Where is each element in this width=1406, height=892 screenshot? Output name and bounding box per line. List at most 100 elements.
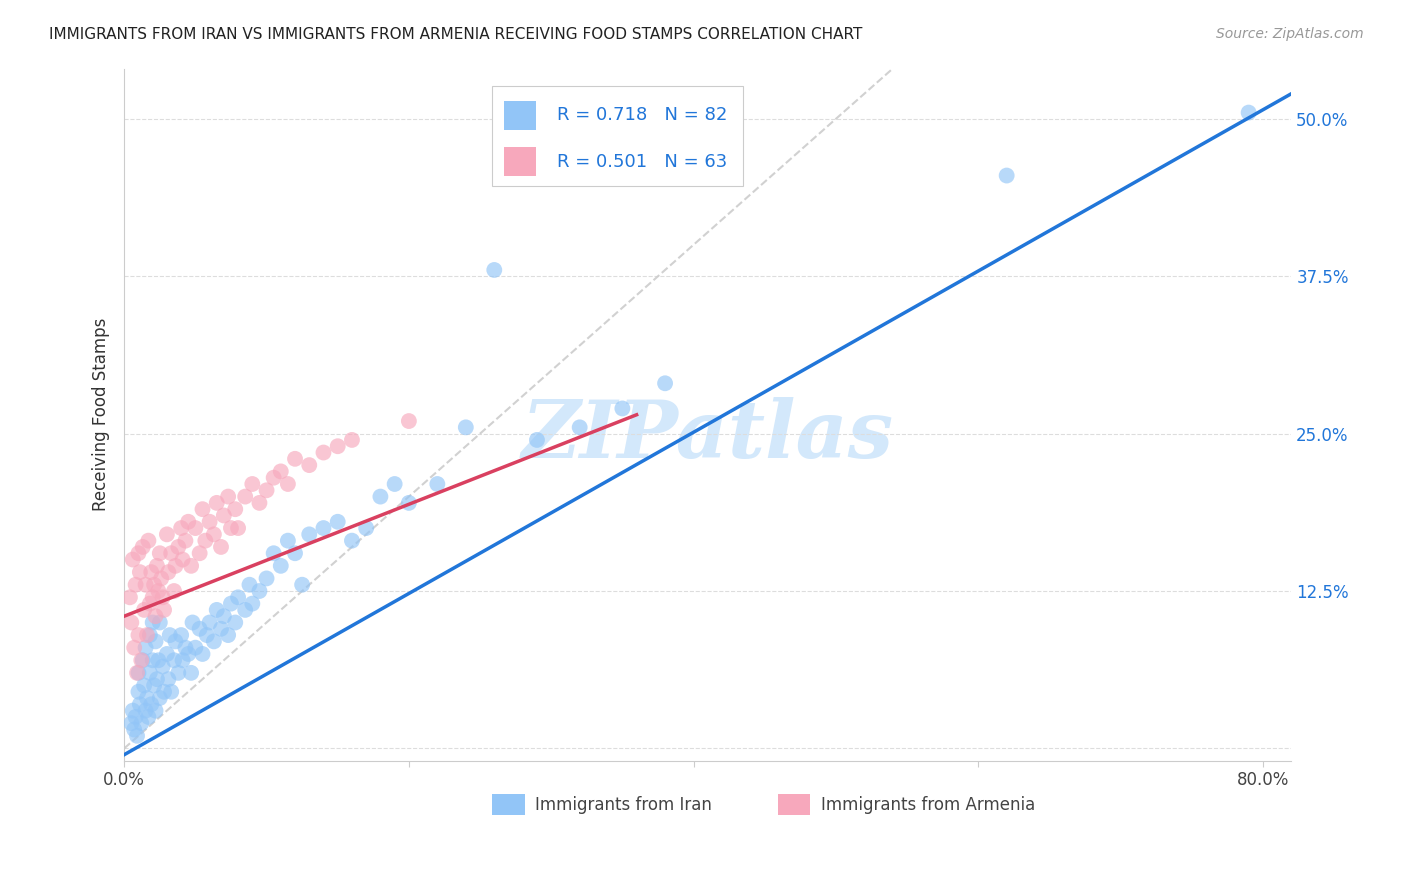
Point <box>174 533 197 548</box>
Point <box>249 496 271 510</box>
Point <box>184 521 207 535</box>
Point <box>159 628 181 642</box>
Point <box>121 552 143 566</box>
Point <box>139 597 162 611</box>
Point <box>142 615 165 630</box>
Point <box>127 546 149 560</box>
Point <box>177 647 200 661</box>
Point <box>152 659 174 673</box>
Text: ZIPatlas: ZIPatlas <box>522 397 894 475</box>
Point <box>136 628 159 642</box>
Point <box>125 665 148 680</box>
Point <box>129 716 152 731</box>
Point <box>141 698 163 712</box>
Point <box>263 546 285 560</box>
Point <box>233 490 256 504</box>
Point <box>160 684 183 698</box>
Point <box>195 628 218 642</box>
Point <box>384 477 406 491</box>
Point <box>145 609 167 624</box>
Point <box>354 521 377 535</box>
Point <box>157 672 180 686</box>
Text: R = 0.501   N = 63: R = 0.501 N = 63 <box>557 153 727 170</box>
Point <box>612 401 634 416</box>
Point <box>132 540 155 554</box>
Y-axis label: Receiving Food Stamps: Receiving Food Stamps <box>93 318 110 511</box>
Point <box>526 433 548 447</box>
Point <box>202 527 225 541</box>
Point <box>191 647 214 661</box>
Point <box>138 710 160 724</box>
Point <box>142 653 165 667</box>
FancyBboxPatch shape <box>778 794 810 815</box>
FancyBboxPatch shape <box>492 86 742 186</box>
Point <box>139 665 162 680</box>
Point <box>142 591 165 605</box>
Point <box>156 647 179 661</box>
Point <box>149 691 172 706</box>
Point <box>995 169 1018 183</box>
Point <box>224 615 246 630</box>
Point <box>143 678 166 692</box>
Point <box>153 684 176 698</box>
Text: Source: ZipAtlas.com: Source: ZipAtlas.com <box>1216 27 1364 41</box>
Point <box>212 508 235 523</box>
Point <box>326 439 349 453</box>
Point <box>240 477 263 491</box>
Point <box>217 490 239 504</box>
Point <box>134 678 156 692</box>
Point <box>125 729 148 743</box>
Point <box>127 684 149 698</box>
Point <box>174 640 197 655</box>
Text: Immigrants from Iran: Immigrants from Iran <box>536 796 711 814</box>
Point <box>398 414 420 428</box>
Point <box>124 710 146 724</box>
Point <box>340 433 363 447</box>
Point <box>172 552 194 566</box>
Point <box>153 603 176 617</box>
Point <box>150 571 173 585</box>
Point <box>212 609 235 624</box>
Point <box>180 558 202 573</box>
Point <box>129 653 152 667</box>
Point <box>209 540 232 554</box>
Point <box>226 591 249 605</box>
Point <box>263 471 285 485</box>
Point <box>454 420 477 434</box>
Point <box>121 704 143 718</box>
Point <box>188 546 211 560</box>
Point <box>219 597 242 611</box>
Point <box>219 521 242 535</box>
Point <box>120 615 142 630</box>
Point <box>132 653 155 667</box>
Point <box>484 263 506 277</box>
Point <box>326 515 349 529</box>
Point <box>172 653 194 667</box>
Point <box>170 628 193 642</box>
Point <box>191 502 214 516</box>
Point <box>118 591 141 605</box>
Point <box>256 571 278 585</box>
Point <box>180 665 202 680</box>
Point <box>122 723 145 737</box>
Point <box>370 490 392 504</box>
Point <box>240 597 263 611</box>
Point <box>298 458 321 472</box>
Point <box>128 698 150 712</box>
Point <box>233 603 256 617</box>
FancyBboxPatch shape <box>503 147 536 177</box>
Point <box>163 653 186 667</box>
Point <box>277 477 299 491</box>
Point <box>340 533 363 548</box>
Point <box>165 558 187 573</box>
Point <box>209 622 232 636</box>
Text: Immigrants from Armenia: Immigrants from Armenia <box>821 796 1035 814</box>
Point <box>249 584 271 599</box>
Point <box>139 628 162 642</box>
Point <box>127 665 149 680</box>
Point <box>226 521 249 535</box>
Point <box>141 565 163 579</box>
Point <box>127 628 149 642</box>
Point <box>1237 105 1260 120</box>
Point <box>205 496 228 510</box>
